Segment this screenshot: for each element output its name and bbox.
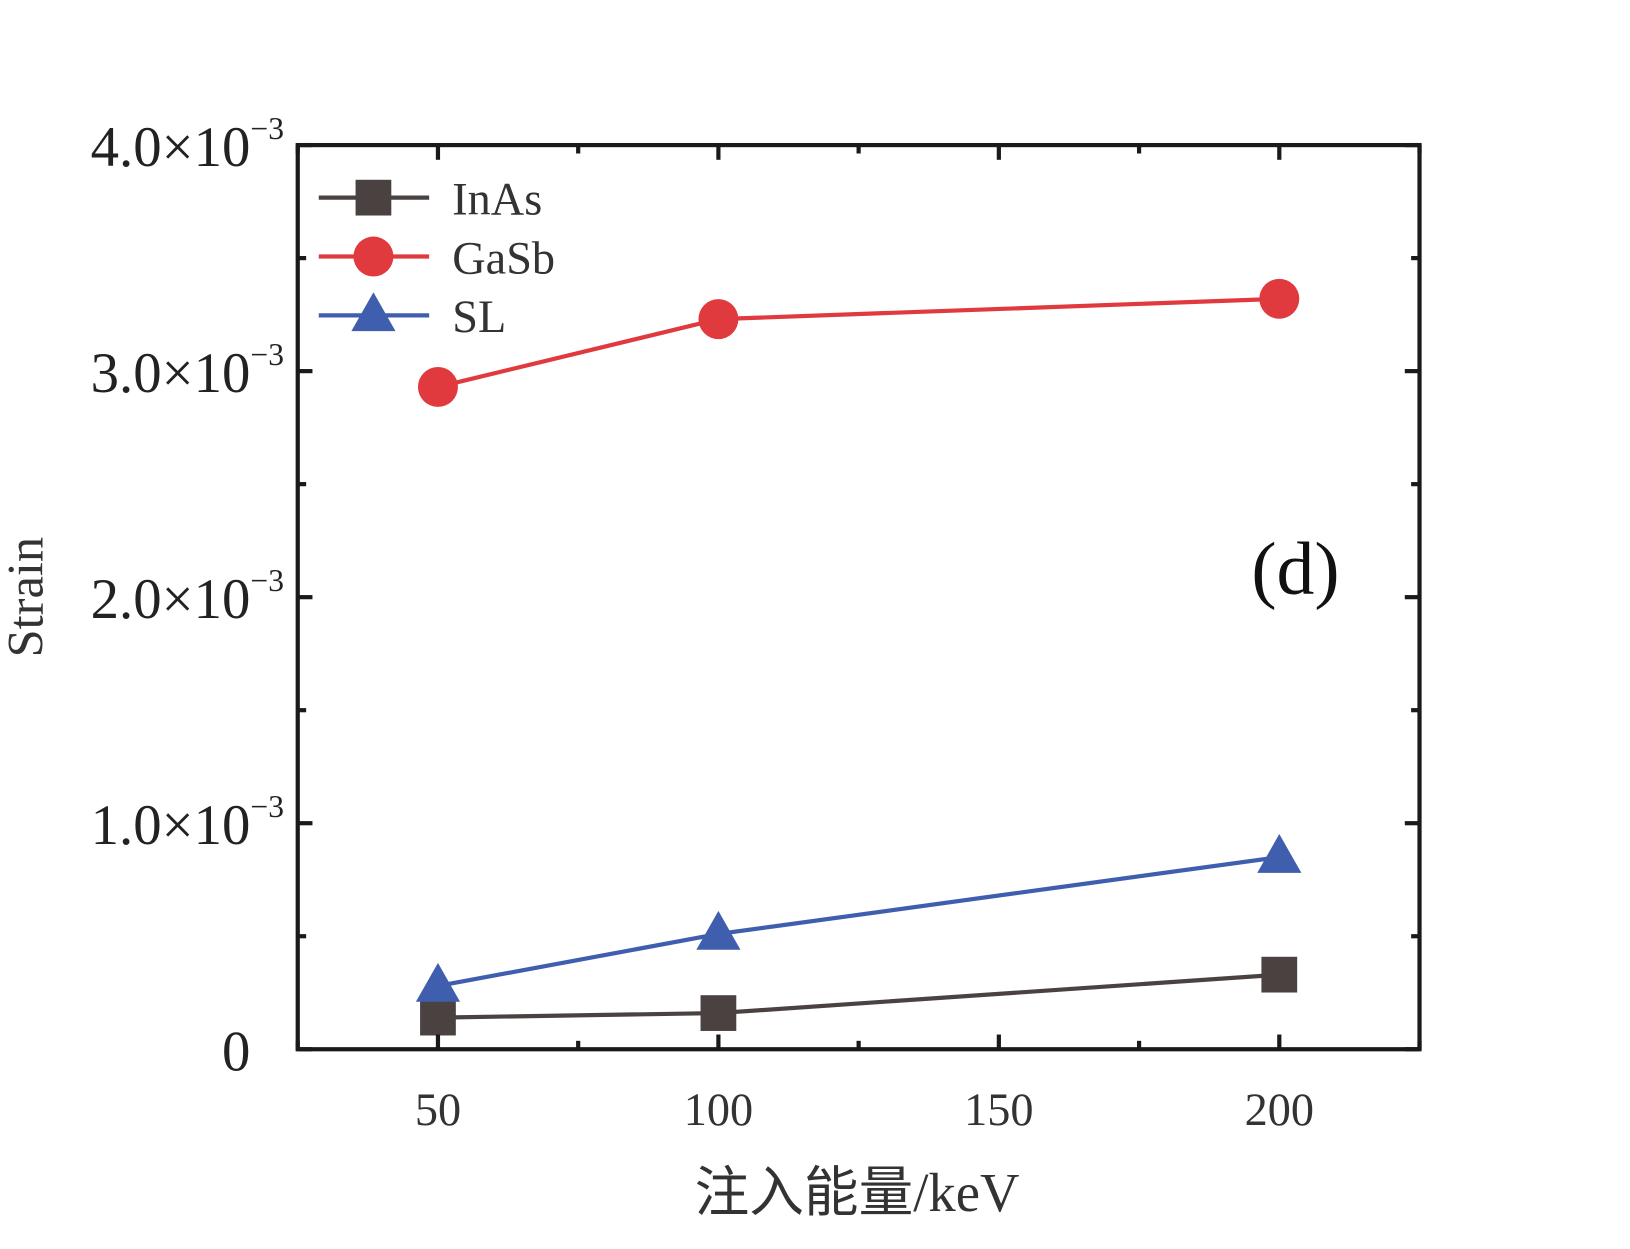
series-line-inas	[437, 972, 1280, 1020]
x-axis-label: 注入能量/keV	[695, 1162, 1020, 1223]
legend-marker-sl	[351, 292, 396, 332]
x-tick-label: 150	[964, 1085, 1033, 1136]
series-line-sl	[437, 855, 1280, 989]
data-point-inas	[1261, 956, 1298, 993]
legend-label-inas: InAs	[452, 174, 542, 225]
y-tick-label: 3.0×10	[91, 342, 251, 405]
data-point-sl	[415, 962, 461, 1002]
legend-marker-gasb	[353, 236, 394, 277]
legend: InAs GaSb SL	[318, 174, 555, 343]
panel-label: (d)	[1251, 528, 1339, 611]
data-point-sl	[696, 910, 741, 950]
y-axis-label: Strain	[0, 537, 53, 658]
data-point-inas	[420, 999, 456, 1036]
legend-label-sl: SL	[452, 292, 506, 343]
y-tick-label: 4.0×10	[91, 116, 251, 179]
y-tick-label: 1.0×10	[91, 794, 251, 857]
y-tick-exponent: −3	[250, 111, 284, 146]
y-tick-exponent: −3	[250, 563, 284, 598]
data-point-sl	[1257, 833, 1302, 873]
x-tick-label: 100	[684, 1085, 753, 1136]
data-point-gasb	[698, 299, 739, 340]
y-tick-exponent: −3	[250, 337, 284, 372]
y-tick-label: 2.0×10	[91, 568, 251, 631]
series-marks	[415, 278, 1302, 1036]
y-tick-exponent: −3	[250, 789, 284, 824]
legend-marker-inas	[355, 179, 392, 216]
x-tick-label: 50	[415, 1085, 461, 1136]
x-tick-label: 200	[1245, 1085, 1314, 1136]
data-point-inas	[700, 995, 737, 1031]
data-point-gasb	[417, 366, 458, 407]
data-point-gasb	[1259, 278, 1300, 319]
series-line-gasb	[437, 296, 1280, 389]
legend-label-gasb: GaSb	[452, 233, 555, 284]
y-tick-label: 0	[222, 1020, 250, 1083]
